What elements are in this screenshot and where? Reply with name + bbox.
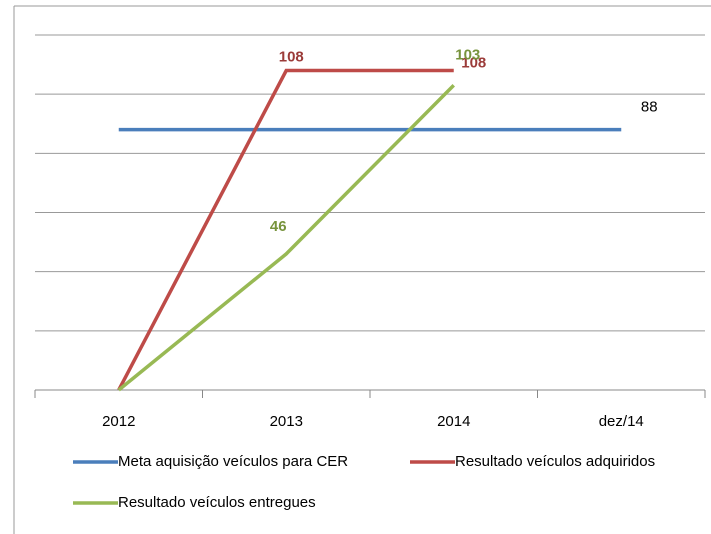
x-tick-label: 2013	[270, 413, 303, 430]
legend-label: Meta aquisição veículos para CER	[118, 453, 348, 470]
data-label: 108	[279, 48, 304, 65]
data-label: 88	[641, 99, 658, 116]
data-label: 46	[270, 218, 287, 235]
series-line	[117, 68, 454, 391]
x-tick-label: dez/14	[599, 413, 644, 430]
data-label: 108	[461, 54, 486, 71]
legend-label: Resultado veículos adquiridos	[455, 453, 655, 470]
x-tick-label: 2014	[437, 413, 470, 430]
legend-label: Resultado veículos entregues	[118, 494, 316, 511]
data-label: 103	[455, 46, 480, 63]
series-line	[117, 84, 455, 392]
x-tick-label: 2012	[102, 413, 135, 430]
